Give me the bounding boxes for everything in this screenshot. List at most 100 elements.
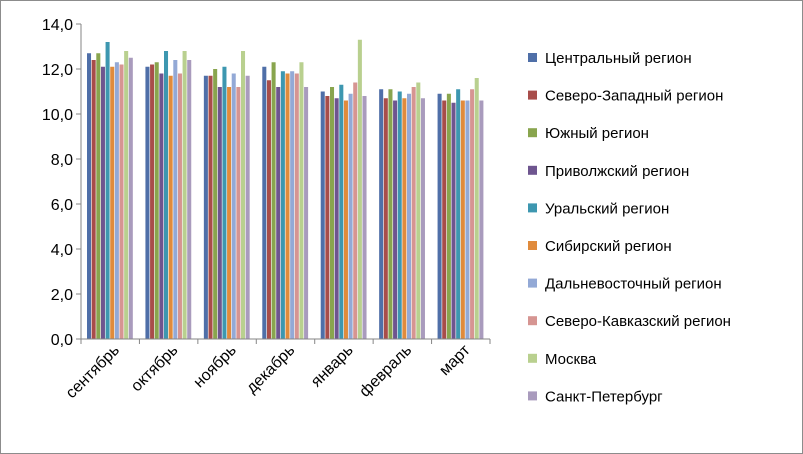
x-category-label: январь: [308, 342, 357, 391]
legend-label: Приволжский регион: [545, 163, 689, 180]
bar-6-1: [110, 66, 115, 339]
legend-label: Сибирский регион: [545, 238, 672, 255]
y-tick-label: 2,0: [51, 287, 73, 304]
bar-9-4: [299, 62, 304, 339]
bar-1-7: [437, 93, 442, 339]
x-category-label: февраль: [356, 342, 415, 401]
bar-1-5: [320, 91, 325, 339]
bar-10-6: [420, 98, 425, 339]
legend-swatch: [528, 391, 537, 401]
bar-6-6: [402, 98, 407, 339]
y-tick-label: 0,0: [51, 332, 73, 349]
bar-8-6: [411, 87, 416, 339]
legend-swatch: [528, 278, 537, 288]
bar-10-4: [304, 87, 309, 339]
x-category-label: ноябрь: [191, 342, 240, 391]
bar-9-6: [416, 82, 421, 339]
bar-1-2: [145, 66, 150, 339]
bar-2-7: [442, 100, 447, 339]
bar-6-5: [343, 100, 348, 339]
bar-1-4: [262, 66, 267, 339]
legend-label: Северо-Западный регион: [545, 88, 723, 105]
bar-7-5: [348, 93, 353, 339]
bar-7-4: [290, 71, 295, 339]
bar-9-1: [124, 51, 129, 339]
bar-8-2: [177, 73, 182, 339]
y-tick-label: 6,0: [51, 197, 73, 214]
bar-3-5: [330, 87, 335, 339]
bar-1-1: [87, 53, 92, 339]
bar-10-3: [245, 75, 250, 339]
legend-swatch: [528, 165, 537, 175]
bar-3-4: [271, 62, 276, 339]
bar-9-5: [357, 39, 362, 339]
bar-9-3: [241, 51, 246, 339]
bar-2-6: [383, 98, 388, 339]
bar-3-6: [388, 89, 393, 339]
bar-8-4: [294, 73, 299, 339]
bar-4-5: [334, 98, 339, 339]
legend-swatch: [528, 53, 537, 62]
bar-3-3: [213, 69, 218, 339]
legend: Центральный регион Северо-Западный регион…: [528, 50, 731, 405]
bar-8-1: [119, 64, 124, 339]
bar-9-7: [474, 78, 479, 339]
legend-label: Северо-Кавказский регион: [545, 313, 731, 330]
y-axis: 0,0 2,0 4,0 6,0 8,0 10,0 12,0 14,0: [42, 17, 82, 349]
y-tick-label: 8,0: [51, 152, 73, 169]
x-axis: сентябрь октябрь ноябрь декабрь январь феврал…: [63, 338, 491, 402]
bar-3-2: [154, 62, 159, 339]
bar-7-3: [231, 73, 236, 339]
bar-8-7: [470, 89, 475, 339]
bar-2-2: [150, 64, 155, 339]
bar-5-5: [339, 84, 344, 339]
y-tick-label: 12,0: [42, 62, 73, 79]
legend-swatch: [528, 316, 537, 326]
bar-5-7: [456, 89, 461, 339]
bar-5-1: [105, 42, 110, 339]
plot-area: [87, 39, 484, 339]
bar-6-7: [460, 100, 465, 339]
bar-7-2: [173, 60, 178, 339]
legend-label: Уральский регион: [545, 200, 669, 217]
bar-7-1: [114, 62, 119, 339]
bar-4-3: [217, 87, 222, 339]
bar-4-6: [393, 100, 398, 339]
bar-2-3: [208, 75, 213, 339]
legend-label: Дальневосточный регион: [545, 276, 722, 293]
bar-2-5: [325, 96, 330, 339]
x-category-label: март: [436, 341, 474, 379]
legend-swatch: [528, 353, 537, 363]
legend-label: Центральный регион: [545, 50, 692, 67]
bar-4-7: [451, 102, 456, 339]
legend-swatch: [528, 241, 537, 250]
bar-4-4: [276, 87, 281, 339]
legend-swatch: [528, 203, 537, 213]
bar-4-2: [159, 73, 164, 339]
bar-3-7: [446, 93, 451, 339]
x-category-label: октябрь: [128, 342, 181, 395]
bar-8-5: [353, 82, 358, 339]
bar-7-7: [465, 100, 470, 339]
bar-9-2: [182, 51, 187, 339]
bar-5-6: [397, 91, 402, 339]
bar-6-4: [285, 73, 290, 339]
legend-label: Санкт-Петербург: [545, 388, 663, 405]
bar-10-7: [479, 100, 484, 339]
bar-8-3: [236, 87, 241, 339]
x-category-label: декабрь: [243, 342, 298, 397]
bar-5-2: [164, 51, 169, 339]
bar-10-5: [362, 96, 367, 339]
legend-swatch: [528, 90, 537, 100]
y-tick-label: 14,0: [42, 17, 73, 34]
bar-10-2: [187, 60, 192, 339]
x-category-label: сентябрь: [63, 342, 123, 402]
bar-2-1: [91, 60, 96, 339]
bar-2-4: [266, 80, 271, 339]
y-tick-label: 10,0: [42, 107, 73, 124]
bar-3-1: [96, 53, 101, 339]
bar-5-4: [280, 71, 285, 339]
bar-1-6: [379, 89, 384, 339]
y-tick-label: 4,0: [51, 242, 73, 259]
